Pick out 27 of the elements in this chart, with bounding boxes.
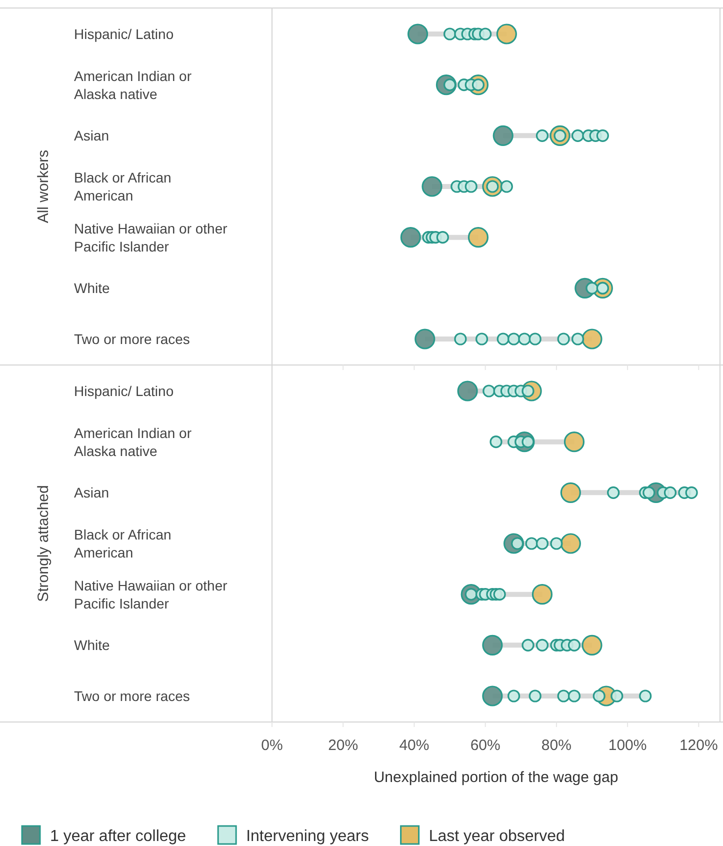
y-tick-label: Native Hawaiian or other Pacific Islander: [74, 577, 228, 612]
y-axis-title: All workers: [35, 150, 52, 224]
y-tick-label: Two or more races: [74, 688, 190, 704]
legend-label: Intervening years: [246, 828, 369, 845]
y-tick-label: Native Hawaiian or other Pacific Islander: [74, 220, 228, 254]
y-tick-label: White: [74, 280, 110, 296]
y-tick-label: American Indian or Alaska native: [74, 68, 192, 102]
x-tick-label: 120%: [679, 737, 718, 754]
y-tick-label: American Indian or Alaska native: [74, 424, 192, 459]
y-tick-label: Hispanic/ Latino: [74, 383, 174, 399]
y-tick-label: Black or African American: [74, 170, 172, 204]
y-tick-label: Asian: [74, 484, 110, 501]
y-tick-label: Asian: [74, 128, 110, 144]
x-axis-title: Unexplained portion of the wage gap: [374, 769, 618, 786]
x-tick-label: 0%: [261, 737, 283, 754]
x-tick-label: 40%: [399, 737, 430, 754]
y-tick-label: Black or African American: [74, 526, 172, 560]
y-tick-label: Two or more races: [74, 331, 190, 347]
y-tick-label: White: [74, 637, 110, 654]
y-tick-label: Hispanic/ Latino: [74, 26, 174, 42]
x-tick-label: 60%: [470, 737, 500, 754]
x-tick-label: 20%: [328, 737, 358, 754]
legend-label: 1 year after college: [50, 828, 186, 845]
x-tick-label: 80%: [541, 737, 572, 754]
legend-label: Last year observed: [428, 828, 565, 845]
x-tick-label: 100%: [608, 737, 647, 754]
y-axis-title: Strongly attached: [35, 485, 52, 602]
